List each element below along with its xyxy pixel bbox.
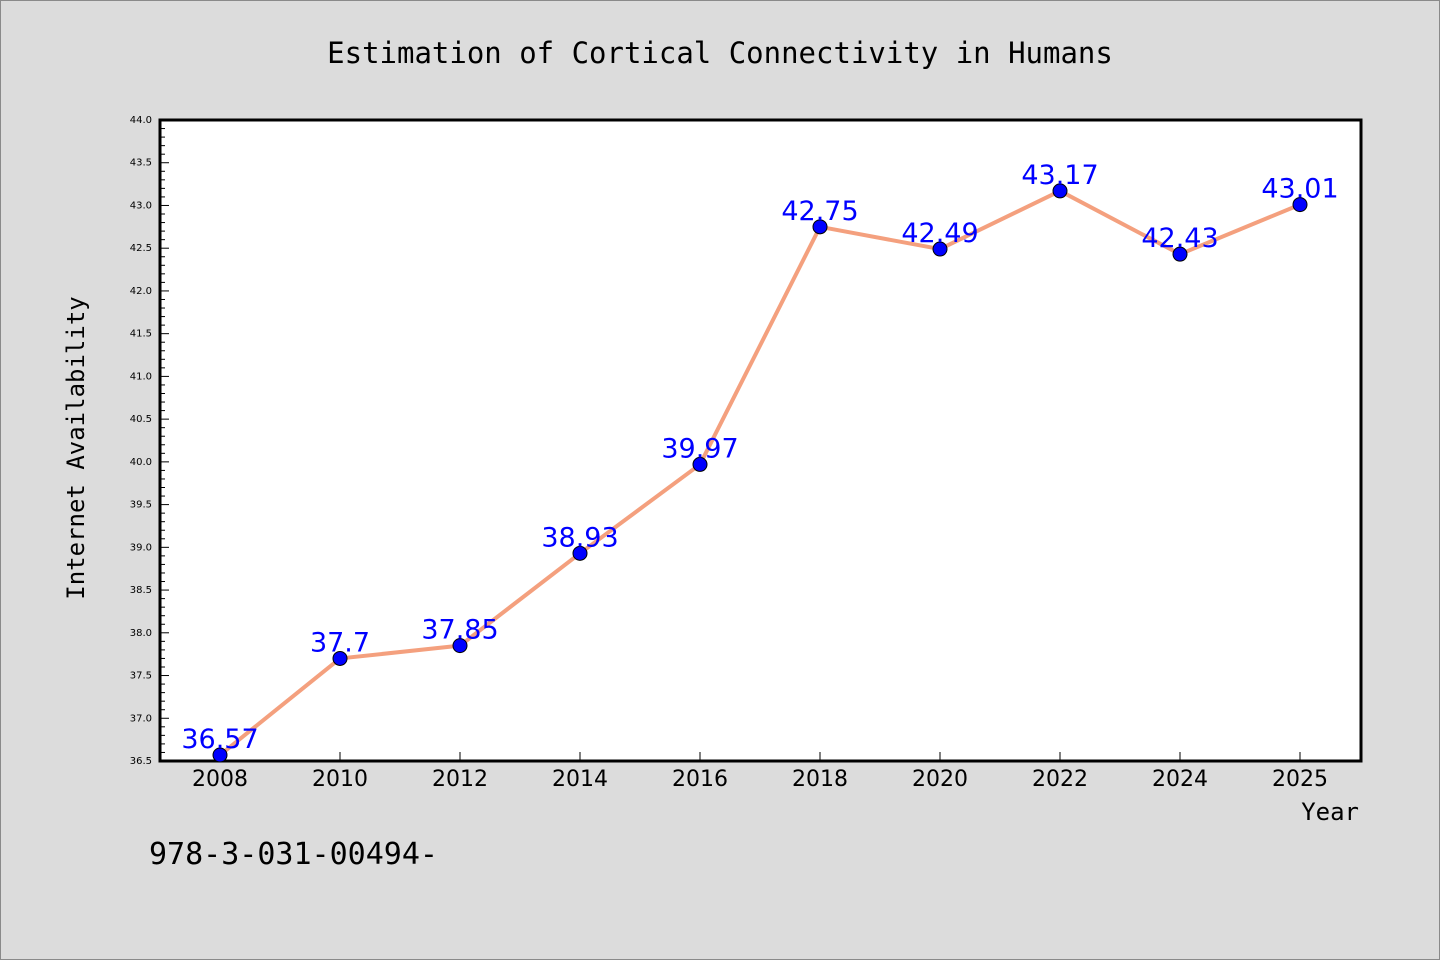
y-tick-label: 36.5 <box>130 756 152 767</box>
y-tick-label: 44.0 <box>130 115 152 126</box>
data-label: 43.01 <box>1261 174 1338 205</box>
data-label: 43.17 <box>1021 160 1098 191</box>
data-point <box>1052 183 1068 199</box>
y-tick-label: 40.0 <box>130 457 152 468</box>
y-tick-label: 38.0 <box>130 628 152 639</box>
y-tick-label: 41.5 <box>130 329 152 340</box>
y-tick-label: 43.5 <box>130 158 152 169</box>
y-tick-label: 37.0 <box>130 713 152 724</box>
x-axis: 2008 2010 2012 2014 2016 2018 2020 2022 2024 2025 <box>192 752 1328 792</box>
x-tick-label: 2022 <box>1032 767 1088 792</box>
data-points <box>212 183 1308 763</box>
x-tick-label: 2012 <box>432 767 488 792</box>
x-tick-label: 2025 <box>1272 767 1328 792</box>
series-polyline <box>218 188 1302 758</box>
y-axis-title: Internet Availability <box>62 296 90 599</box>
x-tick-label: 2008 <box>192 767 248 792</box>
data-point <box>1172 246 1188 262</box>
y-tick-label: 43.0 <box>130 200 152 211</box>
data-label: 42.43 <box>1141 223 1218 254</box>
x-tick-label: 2024 <box>1152 767 1208 792</box>
series-line <box>218 188 1302 758</box>
y-tick-label: 41.0 <box>130 371 152 382</box>
data-label: 42.75 <box>781 196 858 227</box>
data-point <box>812 219 828 235</box>
y-tick-label: 39.0 <box>130 542 152 553</box>
y-axis: 36.5 37.0 37.5 38.0 38.5 39.0 39.5 40.0 40.5 41.0… <box>130 115 169 767</box>
data-label: 37.7 <box>310 627 370 658</box>
y-tick-label: 39.5 <box>130 500 152 511</box>
data-labels: 36.57 37.7 37.85 38.93 39.97 42.75 42.49 43.17 4… <box>181 160 1338 755</box>
data-point <box>452 638 468 654</box>
x-tick-label: 2020 <box>912 767 968 792</box>
data-label: 38.93 <box>541 522 618 553</box>
data-label: 42.49 <box>901 218 978 249</box>
data-point <box>572 545 588 561</box>
x-axis-title: Year <box>1301 798 1359 826</box>
data-point <box>1292 197 1308 213</box>
data-point <box>212 747 228 763</box>
y-tick-label: 40.5 <box>130 414 152 425</box>
plot-area <box>158 118 1363 763</box>
x-tick-label: 2010 <box>312 767 368 792</box>
data-label: 36.57 <box>181 724 258 755</box>
footer-isbn: 978-3-031-00494- <box>149 837 438 872</box>
x-tick-label: 2014 <box>552 767 608 792</box>
x-tick-label: 2016 <box>672 767 728 792</box>
data-label: 39.97 <box>661 433 738 464</box>
data-point <box>932 241 948 257</box>
y-tick-label: 37.5 <box>130 671 152 682</box>
data-point <box>332 650 348 666</box>
data-label: 37.85 <box>421 615 498 646</box>
x-tick-label: 2018 <box>792 767 848 792</box>
chart-title: Estimation of Cortical Connectivity in H… <box>327 36 1113 70</box>
y-tick-label: 42.5 <box>130 243 152 254</box>
data-point <box>692 456 708 472</box>
y-tick-label: 42.0 <box>130 286 152 297</box>
y-tick-label: 38.5 <box>130 585 152 596</box>
